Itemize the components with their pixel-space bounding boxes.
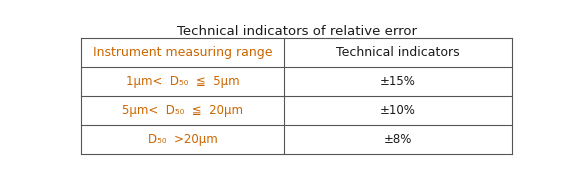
- Text: 1μm<  D₅₀  ≦  5μm: 1μm< D₅₀ ≦ 5μm: [126, 75, 239, 88]
- Text: Technical indicators: Technical indicators: [336, 46, 460, 59]
- Text: ±10%: ±10%: [380, 104, 416, 117]
- Text: Technical indicators of relative error: Technical indicators of relative error: [177, 25, 417, 38]
- Text: Instrument measuring range: Instrument measuring range: [93, 46, 272, 59]
- Text: ±8%: ±8%: [384, 133, 412, 146]
- Text: 5μm<  D₅₀  ≦  20μm: 5μm< D₅₀ ≦ 20μm: [122, 104, 243, 117]
- Text: ±15%: ±15%: [380, 75, 416, 88]
- Text: D₅₀  >20μm: D₅₀ >20μm: [148, 133, 218, 146]
